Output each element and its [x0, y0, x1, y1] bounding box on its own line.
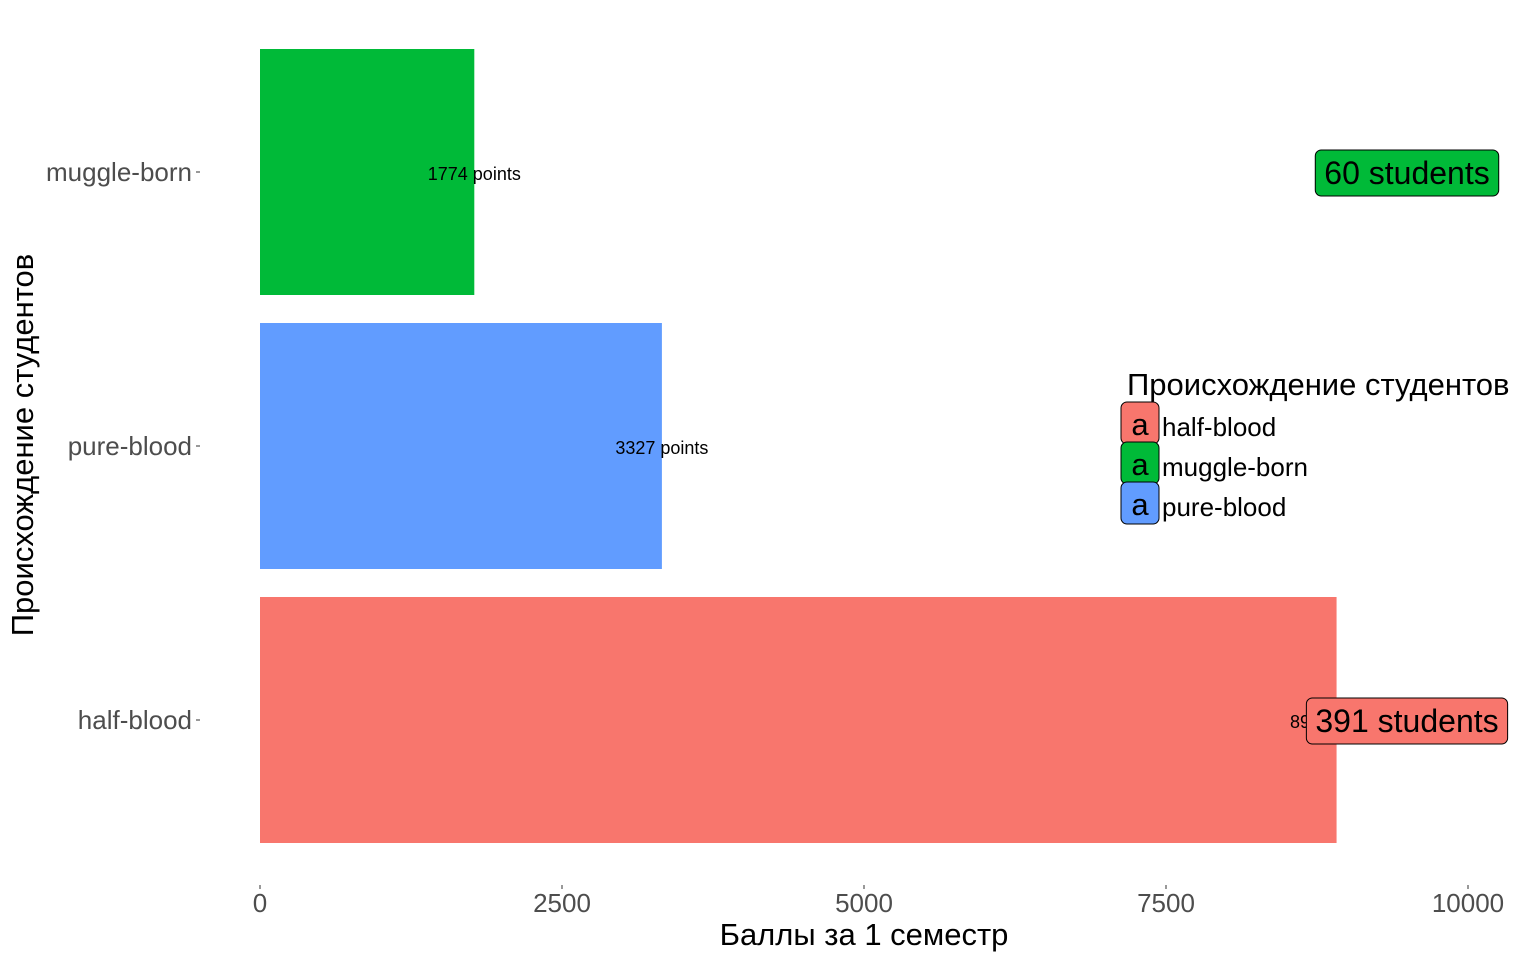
x-tick-label-5000: 5000 [835, 888, 893, 918]
bar-muggle-born [260, 49, 475, 295]
count-labels-layer: 391 students 60 students [1305, 149, 1509, 745]
count-label-box-half-blood [1305, 697, 1509, 745]
count-label-muggle-born: 60 students [1314, 149, 1500, 197]
count-label-half-blood: 391 students [1305, 697, 1509, 745]
count-label-text-muggle-born: 60 students [1324, 155, 1489, 191]
x-axis-title: Баллы за 1 семестр [720, 917, 1009, 952]
count-label-text-half-blood: 391 students [1315, 703, 1498, 739]
x-tick-label-0: 0 [253, 888, 267, 918]
legend-key-glyph-muggle-born: a [1131, 447, 1149, 482]
bar-value-label-pure-blood: 3327 points [615, 438, 708, 458]
legend-key-glyph-half-blood: a [1131, 407, 1149, 442]
x-tick-label-7500: 7500 [1137, 888, 1195, 918]
legend-item-muggle-born: a muggle-born [1120, 441, 1308, 485]
y-tick-label-muggle-born: muggle-born [46, 157, 192, 187]
x-tick-label-10000: 10000 [1432, 888, 1504, 918]
bar-pure-blood [260, 323, 662, 569]
legend-label-muggle-born: muggle-born [1162, 452, 1308, 482]
bar-half-blood [260, 597, 1337, 843]
y-axis-title: Происхождение студентов [5, 254, 40, 637]
y-tick-label-half-blood: half-blood [78, 705, 192, 735]
legend-title: Происхождение студентов [1127, 367, 1510, 402]
legend-label-pure-blood: pure-blood [1162, 492, 1286, 522]
legend-item-pure-blood: a pure-blood [1120, 481, 1286, 525]
x-tick-label-2500: 2500 [533, 888, 591, 918]
y-tick-label-pure-blood: pure-blood [68, 431, 192, 461]
legend-key-glyph-pure-blood: a [1131, 487, 1149, 522]
count-label-box-muggle-born [1314, 149, 1500, 197]
legend-key-pure-blood [1120, 481, 1160, 525]
bars-layer [260, 49, 1337, 843]
legend-label-half-blood: half-blood [1162, 412, 1276, 442]
bar-value-label-muggle-born: 1774 points [428, 164, 521, 184]
legend: Происхождение студентов a half-blood a mugg… [1120, 367, 1510, 525]
y-axis: half-blood pure-blood muggle-born [46, 157, 200, 735]
x-axis: 0 2500 5000 7500 10000 [253, 885, 1504, 918]
legend-item-half-blood: a half-blood [1120, 401, 1276, 445]
